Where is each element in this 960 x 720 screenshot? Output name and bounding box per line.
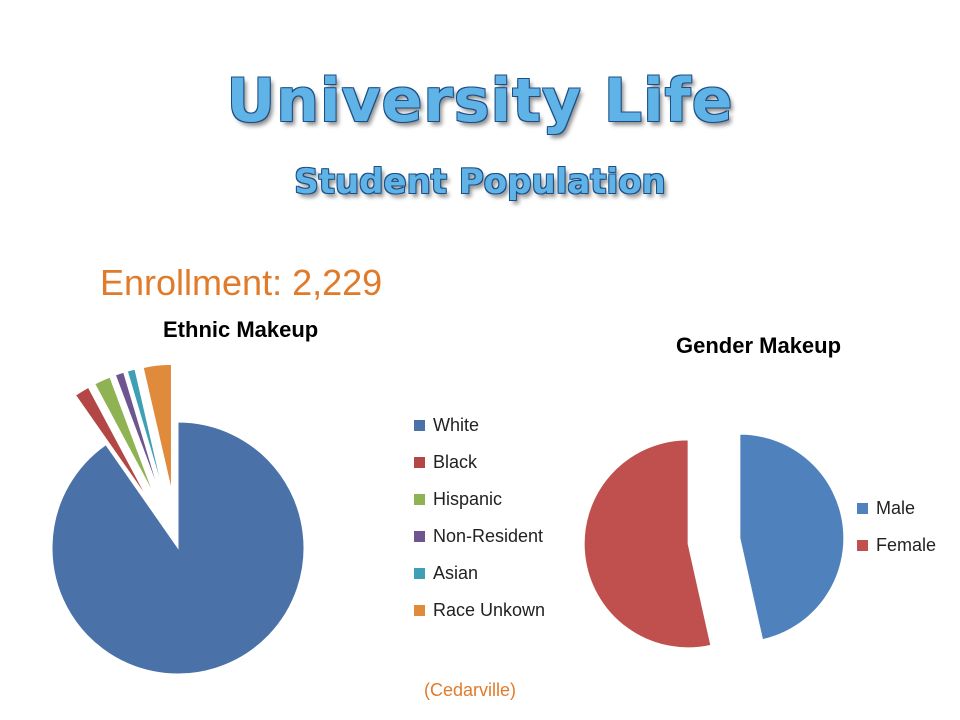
legend-label: Race Unkown: [433, 600, 546, 620]
legend-label: Asian: [433, 563, 479, 583]
legend-label: Female: [876, 535, 937, 555]
pie0-slice-race-unkown: [142, 363, 172, 491]
legend-swatch: [414, 457, 425, 468]
legend-swatch: [857, 540, 868, 551]
legend-label: Hispanic: [433, 489, 503, 509]
legend-label: White: [433, 415, 480, 435]
page-subtitle: Student Population: [294, 162, 666, 202]
legend1-item-female: Female: [857, 535, 936, 556]
pie0-slice-hispanic: [94, 376, 155, 496]
enrollment-count: Enrollment: 2,229: [100, 262, 383, 303]
pie0-slice-non-resident: [114, 371, 161, 494]
legend0-item-hispanic: Hispanic: [414, 489, 502, 510]
legend1-item-male: Male: [857, 498, 915, 519]
ethnic-chart-title: Ethnic Makeup: [163, 317, 319, 342]
legend-label: Black: [433, 452, 478, 472]
pie0-slice-black: [74, 386, 149, 499]
pie0-slice-asian: [126, 368, 164, 493]
legend0-item-non-resident: Non-Resident: [414, 526, 543, 547]
legend-label: Male: [876, 498, 916, 518]
legend-label: Non-Resident: [433, 526, 544, 546]
legend-swatch: [414, 420, 425, 431]
source-citation: (Cedarville): [423, 680, 517, 700]
gender-chart-title: Gender Makeup: [676, 333, 842, 358]
page-title: University Life: [226, 66, 734, 136]
legend0-item-asian: Asian: [414, 563, 478, 584]
legend0-item-black: Black: [414, 452, 477, 473]
pie0-slice-white: [51, 421, 305, 675]
pie1-slice-female: [583, 439, 712, 649]
legend-swatch: [414, 568, 425, 579]
legend-swatch: [414, 531, 425, 542]
pie1-slice-male: [739, 433, 845, 641]
legend-swatch: [857, 503, 868, 514]
legend-swatch: [414, 605, 425, 616]
legend0-item-race-unkown: Race Unkown: [414, 600, 545, 621]
legend-swatch: [414, 494, 425, 505]
legend0-item-white: White: [414, 415, 479, 436]
